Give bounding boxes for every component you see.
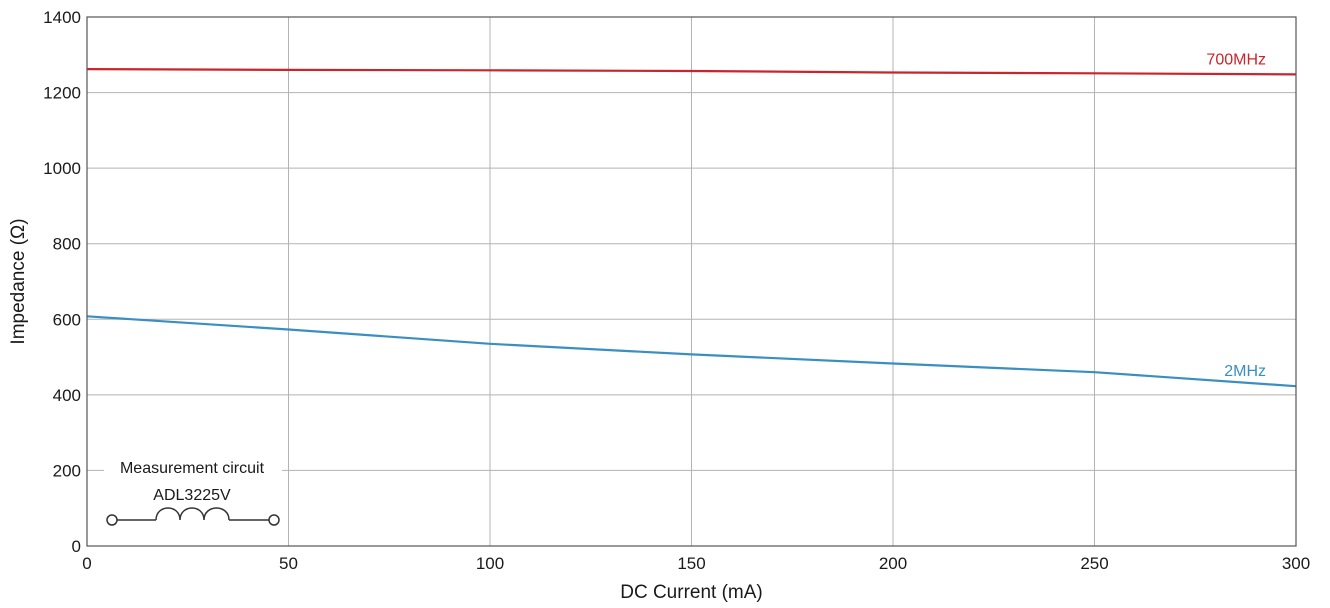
series-label-2mhz: 2MHz [1224, 363, 1266, 380]
y-tick-label: 0 [72, 537, 81, 556]
component-name-label: ADL3225V [153, 487, 231, 504]
y-tick-label: 200 [53, 461, 81, 480]
y-tick-label: 600 [53, 310, 81, 329]
x-axis-label: DC Current (mA) [620, 582, 763, 603]
series-line-2mhz [86, 315, 1297, 388]
tick-labels: 0 50 100 150 200 250 300 0 200 400 600 800 1000 1200 1… [43, 8, 1310, 573]
y-tick-label: 1200 [43, 84, 81, 103]
x-tick-label: 300 [1282, 554, 1310, 573]
y-tick-label: 1400 [43, 8, 81, 27]
series-line-700mhz [86, 68, 1297, 76]
y-tick-label: 800 [53, 235, 81, 254]
x-tick-label: 150 [677, 554, 705, 573]
series-lines: 700MHz 2MHz [86, 51, 1297, 388]
x-tick-label: 100 [476, 554, 504, 573]
x-tick-label: 50 [279, 554, 298, 573]
y-axis-label: Impedance (Ω) [8, 218, 29, 344]
measurement-circuit-label: Measurement circuit [120, 460, 265, 477]
y-tick-label: 400 [53, 386, 81, 405]
x-tick-label: 250 [1080, 554, 1108, 573]
plot-frame [86, 16, 1297, 547]
y-tick-label: 1000 [43, 159, 81, 178]
measurement-circuit-inset: Measurement circuit ADL3225V [104, 456, 282, 526]
inductor-symbol-icon [106, 507, 280, 526]
series-label-700mhz: 700MHz [1206, 51, 1266, 68]
inset-background [104, 456, 282, 478]
x-tick-label: 0 [82, 554, 91, 573]
grid-lines [86, 16, 1297, 547]
x-tick-label: 200 [879, 554, 907, 573]
